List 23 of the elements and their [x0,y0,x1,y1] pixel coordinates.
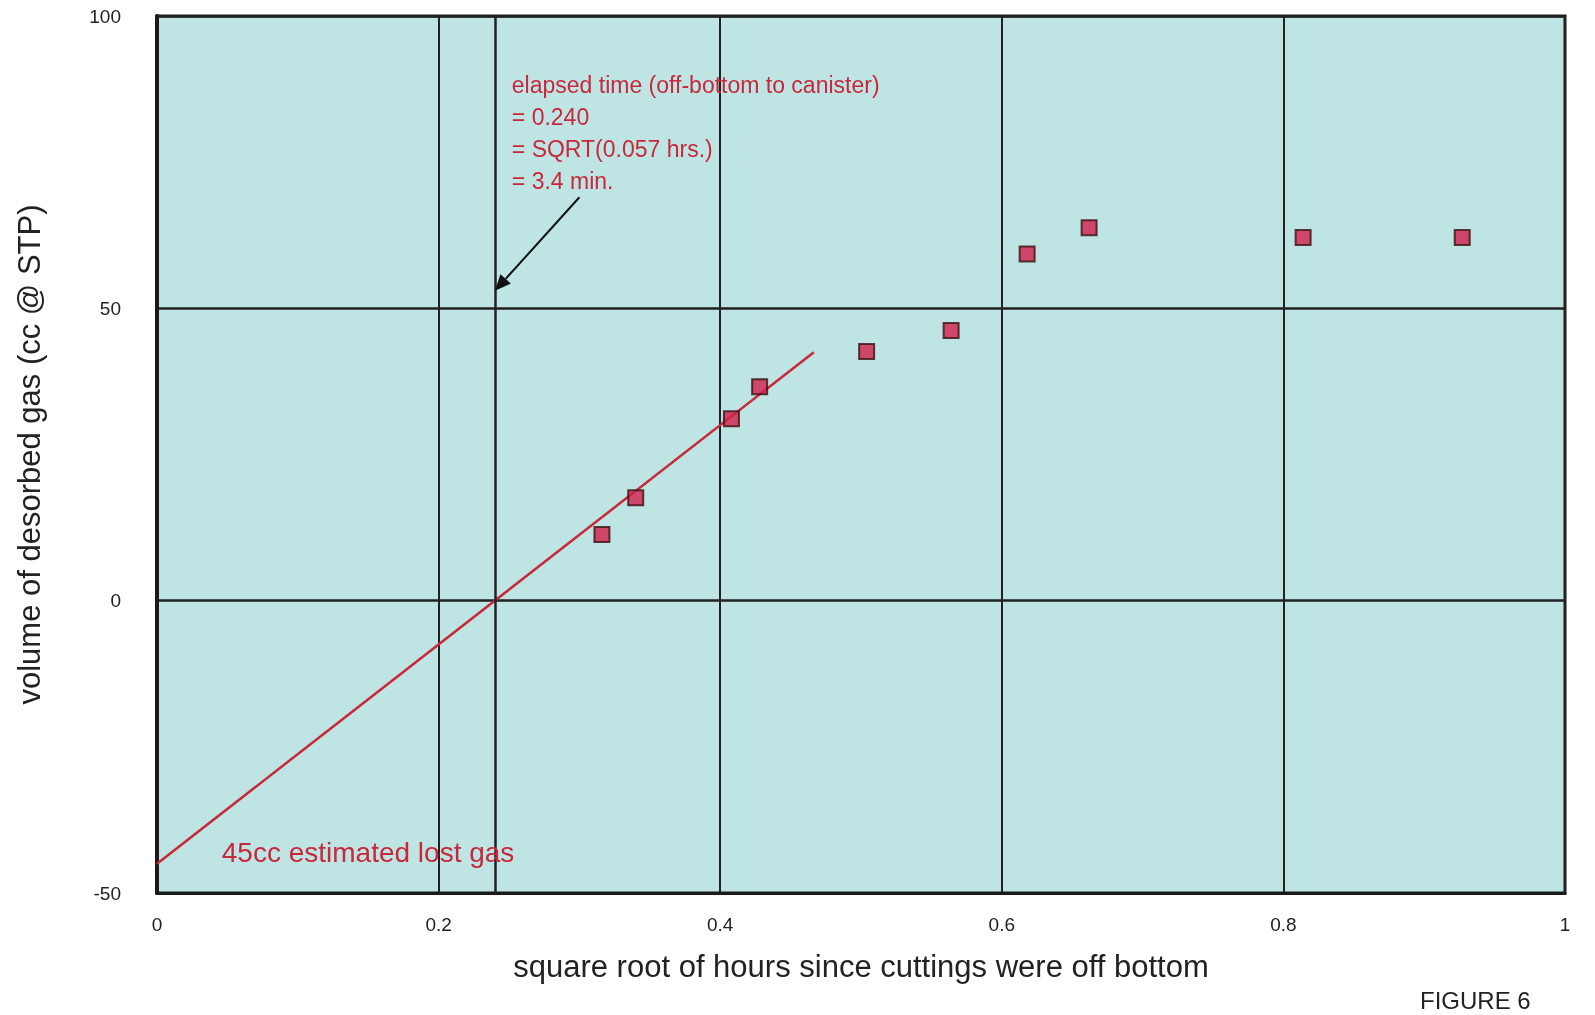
point [593,526,611,544]
y-axis-title: volume of desorbed gas (cc @ STP) [12,204,47,705]
point [1294,229,1312,247]
x-tick-label: 0.6 [988,914,1016,935]
point [942,322,960,340]
point [1018,245,1036,263]
x-axis-title: square root of hours since cuttings were off bottom [513,949,1209,984]
x-tick-label: 0 [151,914,163,935]
y-tick-label: 100 [89,5,121,27]
x-tick-label: 0.4 [706,914,734,935]
point [1453,229,1471,247]
point [627,489,645,507]
x-tick-label: 0.2 [425,914,452,935]
point [1080,219,1098,237]
x-tick-label: 1 [1559,914,1571,935]
y-tick-label: 50 [99,297,121,319]
y-tick-label: -50 [93,882,121,904]
y-tick-label: 0 [110,590,121,612]
point [751,378,769,396]
point [722,410,740,428]
x-tick-label: 0.8 [1270,914,1297,935]
caption: FIGURE 6 [1420,986,1531,1014]
point [858,343,876,361]
